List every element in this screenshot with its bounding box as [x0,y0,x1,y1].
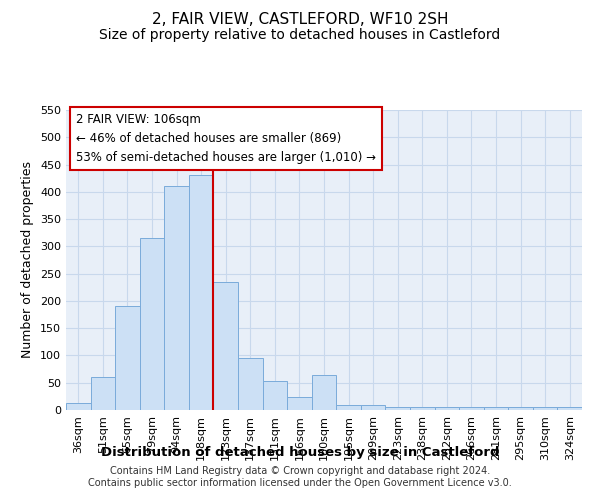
Text: Size of property relative to detached houses in Castleford: Size of property relative to detached ho… [100,28,500,42]
Bar [434,408,459,410]
Text: 2, FAIR VIEW, CASTLEFORD, WF10 2SH: 2, FAIR VIEW, CASTLEFORD, WF10 2SH [152,12,448,28]
Bar [140,238,164,410]
Bar [533,408,557,410]
Bar [287,398,312,410]
Bar [459,408,484,410]
Bar [410,408,434,410]
Bar [66,404,91,410]
Bar [263,381,287,410]
Bar [385,408,410,410]
Bar [238,358,263,410]
Text: Contains HM Land Registry data © Crown copyright and database right 2024.
Contai: Contains HM Land Registry data © Crown c… [88,466,512,487]
Bar [115,306,140,410]
Bar [91,378,115,410]
Bar [336,404,361,410]
Y-axis label: Number of detached properties: Number of detached properties [22,162,34,358]
Bar [361,404,385,410]
Bar [312,374,336,410]
Text: 2 FAIR VIEW: 106sqm
← 46% of detached houses are smaller (869)
53% of semi-detac: 2 FAIR VIEW: 106sqm ← 46% of detached ho… [76,113,376,164]
Bar [214,282,238,410]
Bar [164,186,189,410]
Bar [484,408,508,410]
Text: Distribution of detached houses by size in Castleford: Distribution of detached houses by size … [101,446,499,459]
Bar [557,408,582,410]
Bar [189,176,214,410]
Bar [508,408,533,410]
